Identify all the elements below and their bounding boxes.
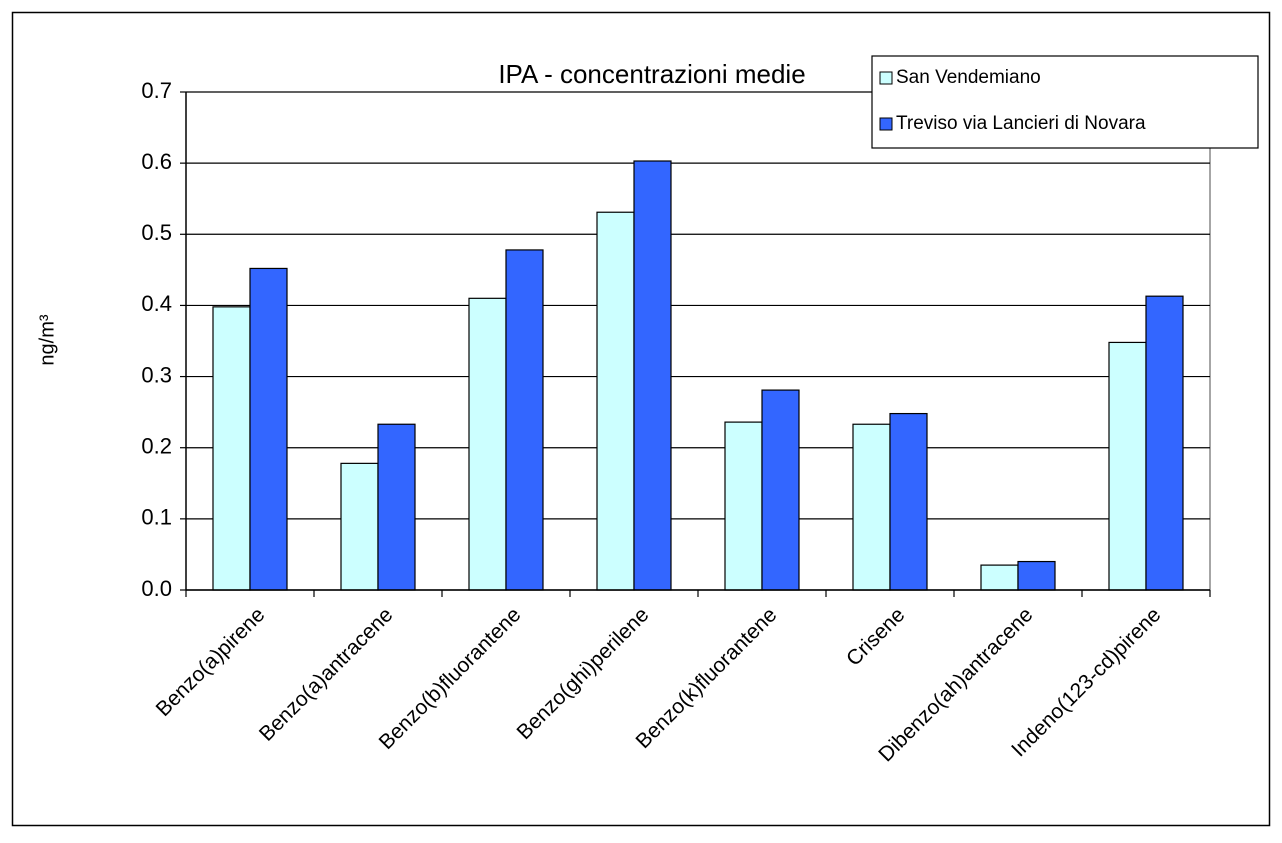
bar: [1108, 341, 1147, 591]
bar: [377, 423, 416, 591]
legend-swatch: [879, 117, 893, 131]
chart-title: IPA - concentrazioni medie: [498, 59, 805, 89]
legend-label: Treviso via Lancieri di Novara: [896, 113, 1146, 134]
bar: [852, 423, 891, 591]
bar: [340, 462, 379, 591]
legend-swatch: [879, 71, 893, 85]
y-tick-label: 0.1: [141, 505, 172, 530]
bar: [724, 421, 763, 591]
bar: [1145, 295, 1184, 591]
y-tick-label: 0.4: [141, 291, 172, 316]
bar: [1017, 560, 1056, 591]
bar: [596, 211, 635, 591]
bar: [212, 306, 251, 591]
y-tick-label: 0.7: [141, 78, 172, 103]
y-tick-label: 0.2: [141, 434, 172, 459]
bar: [468, 297, 507, 591]
bar: [633, 160, 672, 591]
y-tick-label: 0.6: [141, 149, 172, 174]
y-tick-label: 0.0: [141, 576, 172, 601]
legend-box: [871, 55, 1259, 149]
bar: [505, 249, 544, 591]
bar: [249, 267, 288, 591]
legend-label: San Vendemiano: [896, 67, 1041, 88]
y-tick-label: 0.3: [141, 362, 172, 387]
bar: [980, 564, 1019, 591]
y-tick-label: 0.5: [141, 220, 172, 245]
bar: [761, 389, 800, 591]
y-axis-label: ng/m³: [36, 314, 58, 365]
bar: [889, 412, 928, 591]
